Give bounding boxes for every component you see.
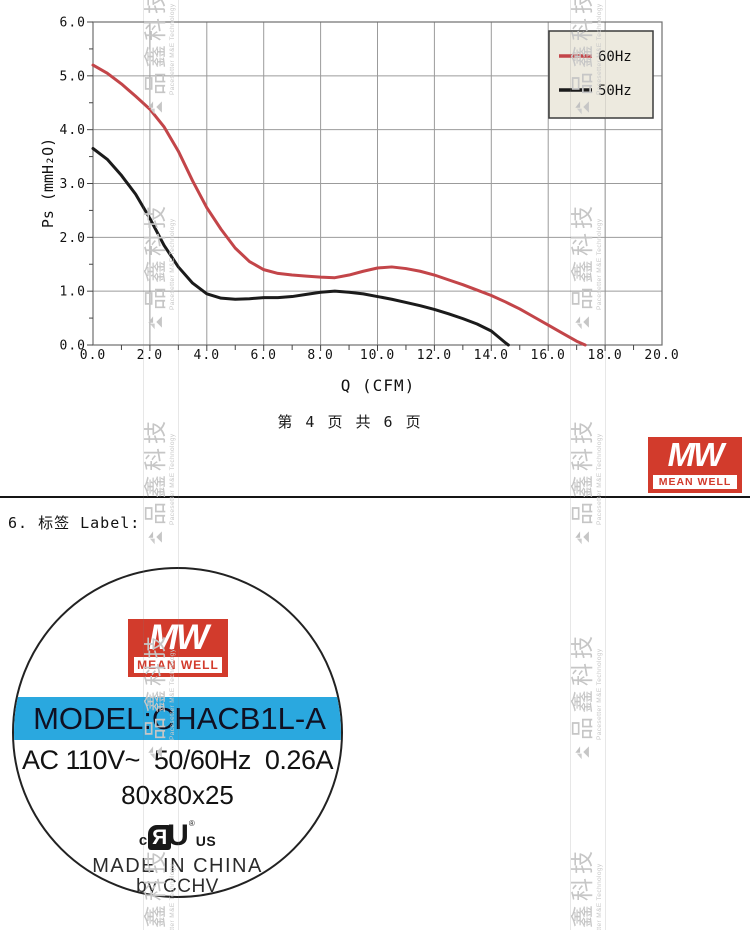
meanwell-wordmark: MEAN WELL [653,475,737,489]
model-bar: MODEL:CHACB1L-A [14,697,341,740]
watermark-char: 科 [570,663,595,686]
watermark-chars: 品鑫科技 [570,630,595,760]
watermark-logo-icon [575,531,589,545]
ul-c: c [138,832,148,849]
y-tick-label: 2.0 [60,231,86,246]
x-tick-label: 4.0 [194,348,220,363]
legend-label-60hz: 60Hz [598,49,632,65]
mw-monogram: MW [148,618,209,657]
meanwell-logo: MW MEAN WELL [648,437,742,493]
dimensions-text: 80x80x25 [121,780,234,810]
origin-text: MADE IN CHINA [92,855,263,877]
y-tick-label: 1.0 [60,285,86,300]
watermark-logo-icon [575,746,589,760]
watermark-char: 品 [570,717,595,740]
y-tick-label: 5.0 [60,69,86,84]
watermark-char: 鑫 [143,475,168,498]
x-tick-label: 12.0 [417,348,452,363]
product-label: MW MEAN WELL MODEL:CHACB1L-A AC 110V~ 50… [12,567,343,898]
meanwell-wordmark: MEAN WELL [134,657,222,673]
watermark-chars: 品鑫科技 [143,415,168,545]
x-tick-label: 18.0 [587,348,622,363]
watermark-char: 品 [570,502,595,525]
watermark-char: 鑫 [570,905,595,928]
y-tick-label: 4.0 [60,123,86,138]
watermark-char: 鑫 [143,905,168,928]
watermark-char: 科 [570,878,595,901]
fan-performance-chart: 0.0 2.0 4.0 6.0 8.0 10.0 12.0 14.0 16.0 18.0 20.0 0… [39,16,679,396]
y-tick-label: 6.0 [60,16,86,31]
watermark-caption: Pacesetter M&E Technology [596,648,603,740]
mw-monogram: MW [667,436,725,473]
x-axis-title: Q (CFM) [341,376,415,395]
manufacturer-text: by CCHV [136,876,219,897]
watermark-char: 品 [143,502,168,525]
ul-monogram-box: Я [148,825,172,850]
legend-label-50hz: 50Hz [598,83,632,99]
x-tick-label: 0.0 [80,348,106,363]
curve-50hz [91,147,510,347]
watermark-caption: Pacesetter M&E Technology [596,863,603,930]
watermark-char: 技 [570,636,595,659]
page-footer: 第 4 页 共 6 页 [277,413,423,431]
rating-text: AC 110V~ 50/60Hz 0.26A [22,745,333,775]
watermark-char: 科 [143,448,168,471]
ul-us: US [195,833,217,849]
y-tick-label: 3.0 [60,177,86,192]
watermark-char: 科 [570,448,595,471]
chart-legend [548,30,654,119]
watermark-char: 技 [570,851,595,874]
x-tick-label: 10.0 [360,348,395,363]
x-tick-label: 6.0 [250,348,276,363]
curve-60hz [91,63,587,347]
y-tick-label: 0.0 [60,339,86,354]
x-tick-label: 8.0 [307,348,333,363]
x-tick-label: 16.0 [531,348,566,363]
model-text: MODEL:CHACB1L-A [33,700,326,736]
section-heading: 6. 标签 Label: [8,514,141,532]
label-meanwell-logo: MW MEAN WELL [128,619,228,677]
watermark-chars: 品鑫科技 [570,415,595,545]
watermark-char: 鑫 [570,690,595,713]
ul-registered-symbol: ® [188,819,195,828]
x-tick-label: 20.0 [644,348,679,363]
watermark-logo-icon [148,531,162,545]
watermark-char: 鑫 [570,475,595,498]
y-axis-title: Ps (mmH₂O) [39,138,57,228]
x-tick-label: 2.0 [137,348,163,363]
page-divider [0,496,750,498]
ul-recognized-mark: c Я U ® US [14,814,341,852]
x-tick-label: 14.0 [474,348,509,363]
ul-monogram-u: U [167,819,189,852]
